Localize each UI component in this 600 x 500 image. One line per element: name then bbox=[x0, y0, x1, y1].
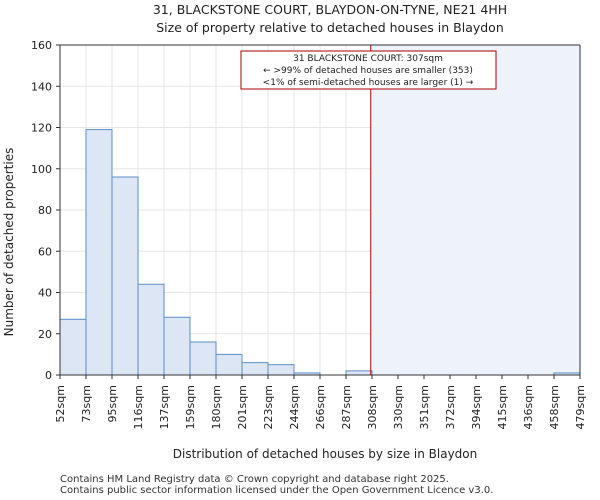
x-axis: 52sqm 73sqm 95sqm 116sqm 137sqm 159sqm 180sqm 2… bbox=[54, 44, 587, 429]
x-tick-label: 479sqm bbox=[574, 385, 587, 429]
x-tick-label: 201sqm bbox=[236, 385, 249, 429]
x-tick-label: 330sqm bbox=[392, 385, 405, 429]
x-tick-label: 266sqm bbox=[314, 385, 327, 429]
bar bbox=[189, 341, 217, 376]
x-tick-label: 415sqm bbox=[496, 385, 509, 429]
bars-group bbox=[59, 129, 581, 376]
bar bbox=[241, 362, 269, 376]
bar bbox=[163, 316, 191, 376]
bar bbox=[111, 176, 139, 376]
x-tick-label: 159sqm bbox=[184, 385, 197, 429]
y-tick-label: 40 bbox=[38, 287, 52, 300]
y-tick-label: 100 bbox=[31, 163, 52, 176]
x-tick-label: 436sqm bbox=[522, 385, 535, 429]
highlight-region bbox=[370, 45, 580, 375]
chart-title-line1: 31, BLACKSTONE COURT, BLAYDON-ON-TYNE, N… bbox=[153, 2, 507, 17]
annotation-border bbox=[240, 50, 497, 90]
x-tick-label: 244sqm bbox=[288, 385, 301, 429]
x-tick-label: 95sqm bbox=[106, 385, 119, 422]
y-tick-label: 0 bbox=[45, 369, 52, 382]
x-tick-label: 52sqm bbox=[54, 385, 67, 422]
chart-svg: 31, BLACKSTONE COURT, BLAYDON-ON-TYNE, N… bbox=[2, 2, 587, 461]
bar bbox=[345, 370, 373, 376]
y-axis-label: Number of detached properties bbox=[2, 148, 16, 337]
y-tick-label: 120 bbox=[31, 122, 52, 135]
x-tick-label: 116sqm bbox=[132, 385, 145, 429]
x-tick-label: 394sqm bbox=[470, 385, 483, 429]
annotation-line3: <1% of semi-detached houses are larger (… bbox=[263, 78, 474, 88]
x-tick-label: 351sqm bbox=[418, 385, 431, 429]
bar bbox=[85, 129, 113, 376]
footer-line1: Contains HM Land Registry data © Crown c… bbox=[60, 474, 449, 485]
y-tick-label: 140 bbox=[31, 80, 52, 93]
x-tick-label: 458sqm bbox=[548, 385, 561, 429]
chart-title-line2: Size of property relative to detached ho… bbox=[156, 20, 504, 35]
y-tick-label: 80 bbox=[38, 204, 52, 217]
x-tick-label: 287sqm bbox=[340, 385, 353, 429]
x-tick-label: 73sqm bbox=[80, 385, 93, 422]
highlight-area bbox=[370, 45, 580, 375]
annotation-box: 31 BLACKSTONE COURT: 307sqm ← >99% of de… bbox=[240, 50, 497, 90]
bar bbox=[137, 283, 165, 376]
bar bbox=[59, 318, 87, 376]
bar bbox=[215, 353, 243, 376]
annotation-line2: ← >99% of detached houses are smaller (3… bbox=[263, 66, 473, 76]
bar bbox=[267, 364, 295, 376]
x-tick-label: 137sqm bbox=[158, 385, 171, 429]
y-tick-label: 20 bbox=[38, 328, 52, 341]
x-axis-label: Distribution of detached houses by size … bbox=[173, 447, 478, 461]
y-axis: 0 20 40 60 80 100 120 140 160 bbox=[31, 39, 61, 382]
x-tick-label: 308sqm bbox=[366, 385, 379, 429]
footer-line2: Contains public sector information licen… bbox=[60, 485, 494, 496]
x-tick-label: 180sqm bbox=[210, 385, 223, 429]
y-tick-label: 160 bbox=[31, 39, 52, 52]
y-tick-label: 60 bbox=[38, 245, 52, 258]
x-tick-label: 223sqm bbox=[262, 385, 275, 429]
annotation-line1: 31 BLACKSTONE COURT: 307sqm bbox=[293, 54, 443, 64]
x-tick-label: 372sqm bbox=[444, 385, 457, 429]
